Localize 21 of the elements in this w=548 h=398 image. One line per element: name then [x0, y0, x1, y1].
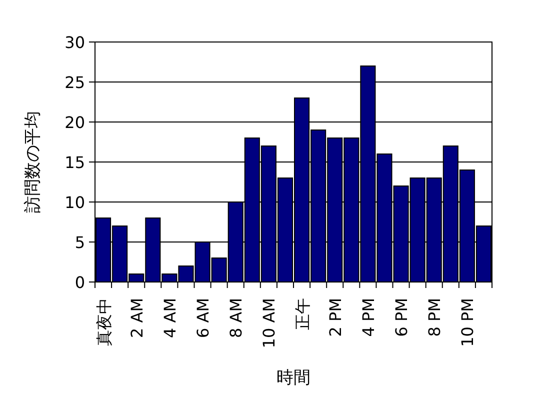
x-tick-label: 8 AM	[226, 298, 246, 338]
y-tick-label: 30	[64, 33, 85, 52]
x-tick-label: 4 PM	[358, 298, 378, 337]
x-tick-label: 8 PM	[425, 298, 444, 337]
x-tick-label: 正午	[292, 298, 312, 330]
y-tick-label: 25	[64, 73, 85, 92]
x-tick-label: 2 AM	[127, 298, 146, 338]
x-tick-label: 6 AM	[194, 298, 213, 338]
x-tick-label: 6 PM	[392, 298, 412, 337]
y-tick-label: 15	[64, 153, 85, 172]
y-tick-label: 20	[64, 113, 85, 132]
y-tick-label: 5	[74, 233, 85, 252]
x-tick-label: 4 AM	[160, 298, 180, 338]
y-tick-label: 0	[74, 273, 85, 292]
x-tick-label: 真夜中	[94, 298, 114, 346]
x-tick-label: 2 PM	[326, 298, 345, 337]
x-tick-label: 10 AM	[260, 298, 279, 348]
x-axis-title: 時間	[276, 368, 310, 388]
x-tick-label: 10 PM	[458, 298, 478, 347]
y-axis-title: 訪問数の平均	[23, 111, 43, 213]
y-tick-label: 10	[64, 193, 85, 212]
